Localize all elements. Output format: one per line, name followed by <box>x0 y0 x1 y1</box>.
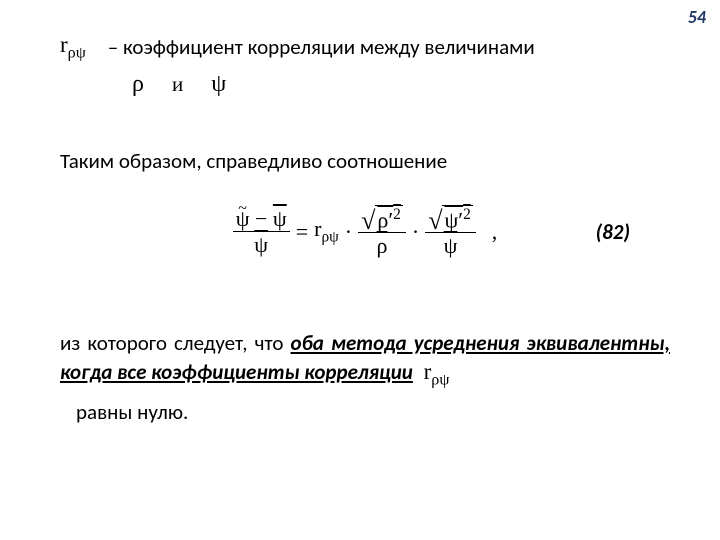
para-zero: равны нулю. <box>76 399 670 425</box>
frac-psi: √ ψ′2 ψ <box>425 205 476 259</box>
dot2: · <box>412 219 419 245</box>
equals: = <box>296 219 308 245</box>
psi-prime: ψ′ <box>444 207 463 232</box>
frac-left: ψ − ψ ψ <box>233 206 290 258</box>
exp2a: 2 <box>393 206 401 223</box>
psi-bar-den2: ψ <box>444 233 458 258</box>
psi-tilde: ψ <box>236 206 250 231</box>
symbols-line: ρ и ψ <box>132 71 670 98</box>
para-conclusion: из которого следует, что оба метода усре… <box>60 330 670 392</box>
symbol-rho: ρ <box>132 71 144 98</box>
equation-number: (82) <box>596 219 630 245</box>
equation: ψ − ψ ψ = rρψ · √ ρ′2 ρ · √ ψ′2 <box>233 205 498 259</box>
symbol-psi: ψ <box>211 71 226 98</box>
dot1: · <box>345 219 352 245</box>
r-sub2: ρψ <box>431 371 449 388</box>
frac-rho: √ ρ′2 ρ <box>358 205 406 259</box>
page-number: 54 <box>688 6 706 28</box>
r-sub: ρψ <box>321 229 338 246</box>
para-thus: Таким образом, справедливо соотношение <box>60 148 670 174</box>
minus: − <box>255 206 267 231</box>
symbol-r: r <box>60 32 68 57</box>
eq-comma: , <box>492 219 498 245</box>
equation-row: ψ − ψ ψ = rρψ · √ ρ′2 ρ · √ ψ′2 <box>60 196 670 268</box>
exp2b: 2 <box>463 206 471 223</box>
r-coeff: rρψ <box>314 216 339 246</box>
rho-prime: ρ′ <box>377 207 393 232</box>
psi-bar-num: ψ <box>273 206 287 231</box>
line1-text: – коэффициент корреляции между величинам… <box>108 34 535 60</box>
symbol-r-rho-psi: rρψ <box>60 32 86 63</box>
definition-line: rρψ – коэффициент корреляции между велич… <box>60 32 670 63</box>
rho-bar-den: ρ <box>376 233 387 258</box>
psi-bar-den: ψ <box>254 232 268 257</box>
symbol-r-tail: rρψ <box>424 359 450 384</box>
symbol-r-sub: ρψ <box>68 45 86 62</box>
para2-plain: из которого следует, что <box>60 330 291 356</box>
connective: и <box>172 72 183 97</box>
